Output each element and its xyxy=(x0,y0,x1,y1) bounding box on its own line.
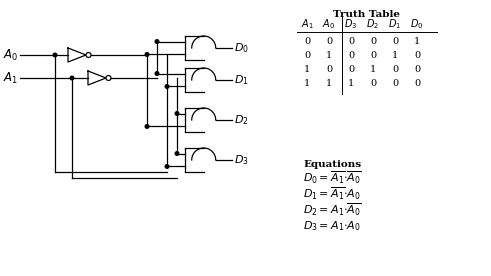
Text: 0: 0 xyxy=(414,65,420,75)
Text: $D_3=A_1{\cdot}A_0$: $D_3=A_1{\cdot}A_0$ xyxy=(303,219,361,233)
Text: Truth Table: Truth Table xyxy=(333,10,401,19)
Text: 0: 0 xyxy=(414,79,420,89)
Circle shape xyxy=(86,52,91,57)
Text: 1: 1 xyxy=(392,52,398,60)
Text: 0: 0 xyxy=(348,38,354,46)
Text: $D_1$: $D_1$ xyxy=(388,17,402,31)
Text: 1: 1 xyxy=(414,38,420,46)
Text: 1: 1 xyxy=(370,65,376,75)
Text: 0: 0 xyxy=(304,38,310,46)
Text: $D_0$: $D_0$ xyxy=(234,41,248,55)
Text: 0: 0 xyxy=(370,79,376,89)
Text: 0: 0 xyxy=(392,38,398,46)
Text: $D_0=\overline{A_1}{\cdot}\overline{A_0}$: $D_0=\overline{A_1}{\cdot}\overline{A_0}… xyxy=(303,170,362,186)
Text: 0: 0 xyxy=(326,38,332,46)
Text: Equations: Equations xyxy=(303,160,361,169)
Circle shape xyxy=(165,165,169,168)
Circle shape xyxy=(145,125,149,128)
Text: 0: 0 xyxy=(326,65,332,75)
Text: 1: 1 xyxy=(326,79,332,89)
Circle shape xyxy=(145,53,149,56)
Text: $D_2$: $D_2$ xyxy=(234,113,248,127)
Text: $A_0$: $A_0$ xyxy=(3,47,18,63)
Text: 1: 1 xyxy=(348,79,354,89)
Text: 1: 1 xyxy=(304,65,310,75)
Text: $A_0$: $A_0$ xyxy=(323,17,335,31)
Circle shape xyxy=(53,53,57,57)
Circle shape xyxy=(70,76,74,80)
Circle shape xyxy=(165,85,169,88)
Text: $D_1$: $D_1$ xyxy=(234,73,248,87)
Text: $A_1$: $A_1$ xyxy=(3,70,18,86)
Text: 0: 0 xyxy=(348,65,354,75)
Text: $A_1$: $A_1$ xyxy=(300,17,313,31)
Text: $D_3$: $D_3$ xyxy=(344,17,357,31)
Circle shape xyxy=(106,76,111,81)
Circle shape xyxy=(175,152,179,155)
Text: 0: 0 xyxy=(414,52,420,60)
Text: $D_2=A_1{\cdot}\overline{A_0}$: $D_2=A_1{\cdot}\overline{A_0}$ xyxy=(303,202,362,218)
Text: 0: 0 xyxy=(392,79,398,89)
Text: 1: 1 xyxy=(326,52,332,60)
Text: 0: 0 xyxy=(304,52,310,60)
Text: 1: 1 xyxy=(304,79,310,89)
Text: $D_2$: $D_2$ xyxy=(366,17,380,31)
Text: 0: 0 xyxy=(370,38,376,46)
Text: $D_3$: $D_3$ xyxy=(234,153,248,167)
Text: 0: 0 xyxy=(370,52,376,60)
Text: 0: 0 xyxy=(348,52,354,60)
Text: $D_0$: $D_0$ xyxy=(410,17,424,31)
Circle shape xyxy=(155,40,159,43)
Circle shape xyxy=(175,112,179,115)
Text: $D_1=\overline{A_1}{\cdot}A_0$: $D_1=\overline{A_1}{\cdot}A_0$ xyxy=(303,186,361,202)
Circle shape xyxy=(155,72,159,75)
Text: 0: 0 xyxy=(392,65,398,75)
